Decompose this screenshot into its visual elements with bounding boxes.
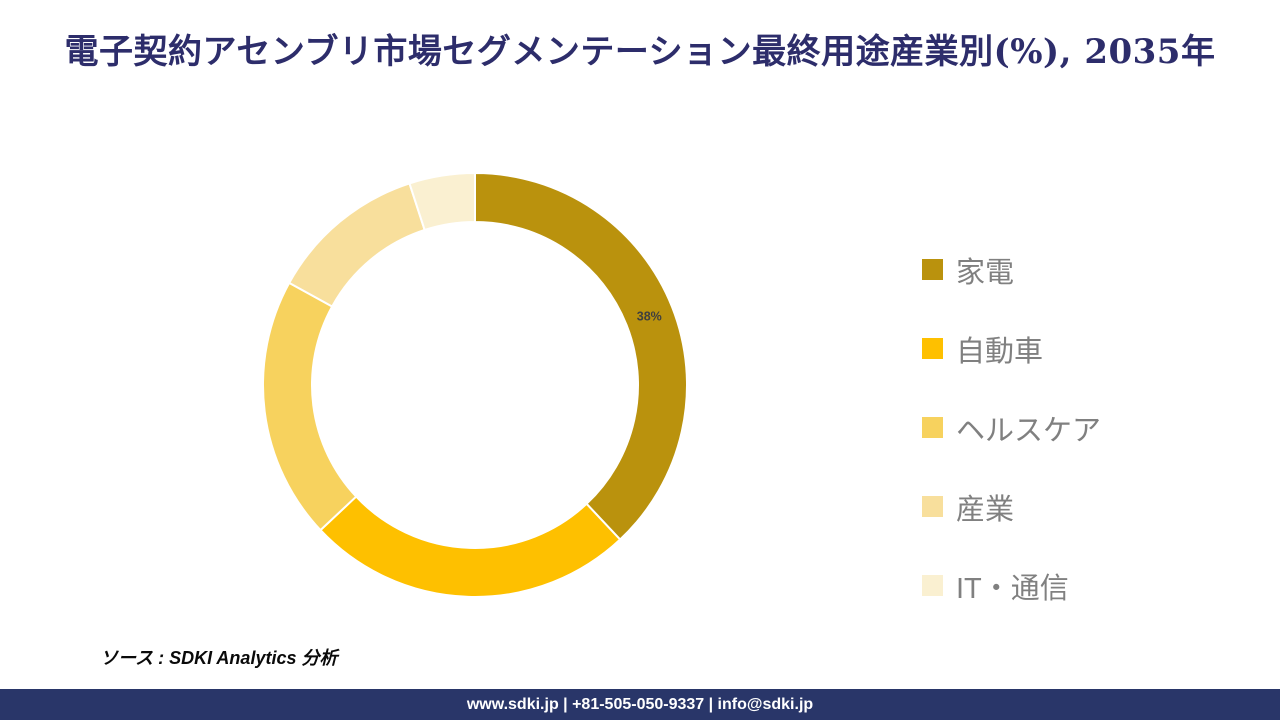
legend-label: 産業 [956,493,1015,526]
source-note: ソース : SDKI Analytics 分析 [100,648,338,668]
legend-item-3: 産業 [922,467,1101,546]
donut-segment-0 [474,172,688,541]
donut-data-label: 38% [637,310,662,324]
legend-item-0: 家電 [922,230,1101,309]
legend-label: ヘルスケア [956,414,1102,447]
legend-item-1: 自動車 [922,309,1101,388]
donut-segment-1 [319,495,622,598]
legend-swatch [922,338,943,359]
legend-item-2: ヘルスケア [922,388,1101,467]
chart-legend: 家電自動車ヘルスケア産業 IT・通信 [922,230,1101,625]
legend-label: 家電 [956,256,1015,289]
donut-segment-4 [408,172,476,231]
legend-label: IT・通信 [956,572,1069,605]
legend-label: 自動車 [956,335,1044,368]
legend-item-4: IT・通信 [922,546,1101,625]
legend-swatch [922,259,943,280]
chart-title: 電子契約アセンブリ市場セグメンテーション最終用途産業別(%), 2035年 [64,32,1216,72]
legend-swatch [922,496,943,517]
footer-bar: www.sdki.jp | +81-505-050-9337 | info@sd… [0,689,1280,720]
legend-swatch [922,417,943,438]
donut-segment-3 [288,182,426,308]
legend-swatch [922,575,943,596]
donut-segment-2 [262,281,358,532]
footer-contact-text: www.sdki.jp | +81-505-050-9337 | info@sd… [466,695,814,713]
